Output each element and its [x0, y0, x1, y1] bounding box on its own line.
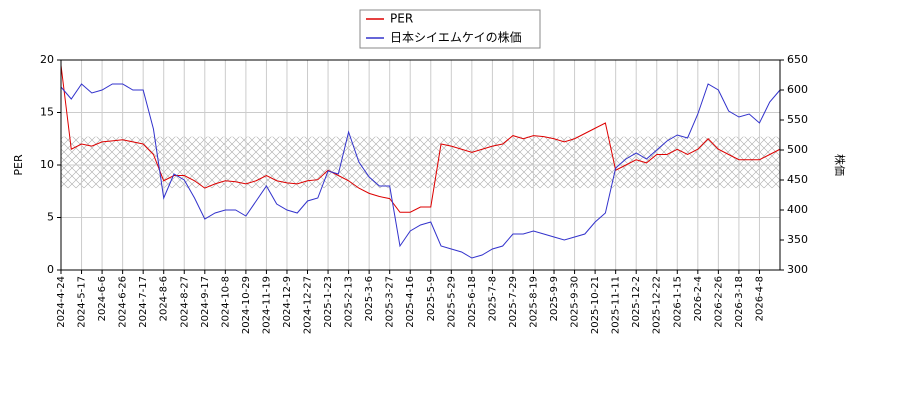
x-tick-label: 2024-9-17 — [200, 276, 211, 328]
series-line — [60, 65, 781, 213]
y-tick-label: 15 — [40, 106, 54, 119]
x-tick-label: 2024-12-27 — [303, 276, 314, 334]
legend-label: PER — [390, 12, 413, 26]
x-tick-label: 2024-5-17 — [77, 276, 88, 328]
x-tick-label: 2025-5-29 — [446, 276, 457, 328]
x-tick-label: 2026-3-18 — [734, 276, 745, 328]
x-tick-label: 2025-7-8 — [487, 276, 498, 321]
y2-tick-label: 450 — [787, 173, 808, 186]
x-tick-label: 2026-2-4 — [693, 276, 704, 321]
y-tick-label: 5 — [47, 211, 54, 224]
x-tick-label: 2024-4-24 — [56, 276, 67, 328]
x-tick-label: 2024-8-27 — [179, 276, 190, 328]
x-tick-label: 2025-2-13 — [344, 276, 355, 328]
plot-frame — [60, 59, 781, 271]
series-line — [60, 83, 781, 259]
y-tick-label: 0 — [47, 263, 54, 276]
y2-tick-label: 650 — [787, 53, 808, 66]
x-tick-label: 2025-3-6 — [364, 276, 375, 321]
x-tick-label: 2026-4-8 — [754, 276, 765, 321]
x-tick-label: 2024-7-17 — [138, 276, 149, 328]
x-tick-label: 2024-12-9 — [282, 276, 293, 328]
x-tick-label: 2025-4-16 — [405, 276, 416, 328]
y2-tick-label: 600 — [787, 83, 808, 96]
x-tick-label: 2026-1-15 — [672, 276, 683, 328]
x-tick-label: 2025-11-11 — [611, 276, 622, 334]
x-tick-label: 2024-10-29 — [241, 276, 252, 334]
y-axis-label: PER — [12, 154, 25, 176]
x-tick-label: 2025-10-21 — [590, 276, 601, 334]
legend-label: 日本シイエムケイの株価 — [390, 30, 522, 45]
x-tick-label: 2025-5-9 — [426, 276, 437, 321]
y-tick-label: 10 — [40, 158, 54, 171]
legend-box — [359, 9, 541, 49]
x-tick-label: 2025-3-27 — [385, 276, 396, 328]
x-tick-label: 2024-6-6 — [97, 276, 108, 321]
x-tick-label: 2025-1-23 — [323, 276, 334, 328]
y2-axis-label: 株価 — [833, 154, 847, 176]
y2-tick-label: 300 — [787, 263, 808, 276]
y2-tick-label: 400 — [787, 203, 808, 216]
x-tick-label: 2025-8-19 — [528, 276, 539, 328]
x-tick-label: 2025-9-30 — [570, 276, 581, 328]
x-tick-label: 2026-2-26 — [713, 276, 724, 328]
x-tick-label: 2025-6-18 — [467, 276, 478, 328]
y2-tick-label: 350 — [787, 233, 808, 246]
x-tick-label: 2024-11-19 — [261, 276, 272, 334]
x-tick-label: 2024-10-8 — [220, 276, 231, 328]
y-tick-label: 20 — [40, 53, 54, 66]
pe-band — [61, 136, 780, 189]
x-tick-label: 2025-12-2 — [631, 276, 642, 328]
x-tick-label: 2025-12-22 — [652, 276, 663, 334]
x-tick-label: 2024-8-6 — [159, 276, 170, 321]
x-tick-label: 2025-7-29 — [508, 276, 519, 328]
y2-tick-label: 550 — [787, 113, 808, 126]
y2-tick-label: 500 — [787, 143, 808, 156]
x-tick-label: 2025-9-9 — [549, 276, 560, 321]
x-tick-label: 2024-6-26 — [118, 276, 129, 328]
